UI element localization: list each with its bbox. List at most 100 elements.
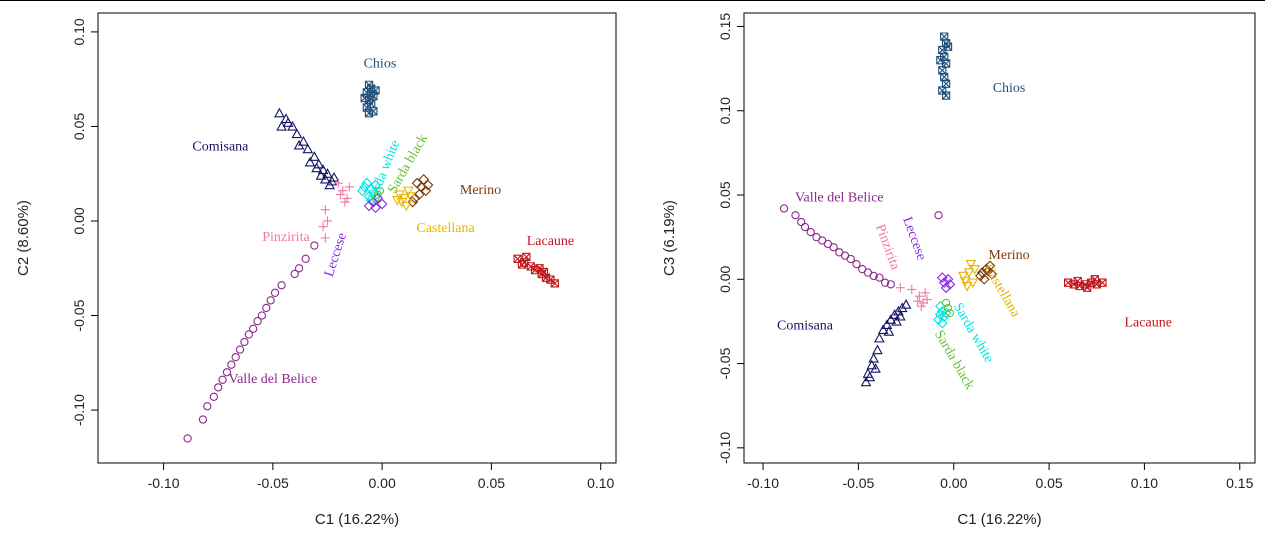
plot2-point-valle-del-belice — [869, 271, 878, 281]
plot1-point-leccese — [372, 192, 384, 204]
plot1-point-comisana — [291, 128, 303, 139]
plot1-x-tick-label: 0.00 — [369, 475, 396, 491]
plot1-point-valle-del-belice — [290, 269, 299, 279]
plot1-point-valle-del-belice — [253, 317, 262, 326]
plot2-point-comisana — [883, 325, 895, 336]
plot2-point-lacaune — [1073, 276, 1082, 286]
plot2-point-comisana — [860, 376, 872, 387]
plot2-point-chios — [936, 56, 945, 65]
plot2-point-valle-del-belice — [934, 211, 943, 220]
plot1-point-sarda-white — [370, 179, 381, 191]
plot1-point-castellana — [392, 196, 403, 206]
plot1-point-comisana — [298, 136, 309, 146]
plot2-point-valle-del-belice — [791, 211, 800, 220]
plot1-point-valle-del-belice — [214, 383, 223, 392]
plot2-point-comisana — [896, 302, 908, 313]
plot1-point-sarda-white — [361, 177, 373, 189]
plot2-x-tick-label: -0.10 — [747, 475, 779, 491]
plot2-point-comisana — [889, 309, 900, 319]
plot2-point-leccese — [936, 272, 948, 283]
plot2-point-chios — [940, 72, 949, 82]
plot2-label-lacaune: Lacaune — [1125, 315, 1172, 330]
plot1-point-valle-del-belice — [209, 392, 218, 401]
plot2-series-castellana — [957, 259, 981, 292]
plot1-point-pinzirita — [342, 193, 352, 203]
plot2-point-valle-del-belice — [829, 243, 838, 252]
plot2-y-tick-label: -0.05 — [717, 347, 733, 379]
plot1-point-valle-del-belice — [262, 303, 271, 313]
plot1-point-comisana — [317, 164, 329, 175]
plot1-point-leccese — [376, 198, 388, 210]
plot2-point-merino — [984, 260, 996, 272]
plot1-x-tick-label: -0.05 — [257, 475, 289, 491]
plot1-point-pinzirita — [336, 189, 346, 200]
plot1-point-merino — [409, 192, 421, 204]
plot1-point-comisana — [293, 139, 305, 150]
plot1-point-sarda-white — [357, 185, 368, 197]
plot2-point-sarda-white — [935, 309, 946, 321]
plot1-series-merino — [407, 174, 434, 208]
plot1-point-comisana — [324, 179, 336, 190]
plot2-label-chios: Chios — [993, 81, 1026, 96]
plot1-point-chios — [364, 109, 374, 118]
plot1-point-castellana — [403, 186, 414, 197]
plot2-point-comisana — [870, 363, 881, 373]
plot1-point-comisana — [322, 168, 333, 178]
plot1-label-lacaune: Lacaune — [527, 234, 574, 249]
plot2-series-merino — [975, 260, 998, 285]
plot1-point-valle-del-belice — [183, 434, 192, 443]
plot2-frame — [743, 12, 1256, 464]
plot1-point-comisana — [304, 156, 316, 167]
plot1-label-chios: Chios — [364, 56, 397, 71]
plot1-y-axis-label: C2 (8.60%) — [15, 200, 32, 276]
plot1-point-pinzirita — [322, 216, 333, 226]
plot2-point-pinzirita — [907, 284, 917, 295]
plot2-point-pinzirita — [912, 296, 923, 306]
plot1-point-leccese — [363, 200, 375, 212]
plot1-point-pinzirita — [340, 197, 350, 207]
plot2-point-chios — [940, 32, 949, 41]
plot2-point-pinzirita — [922, 294, 932, 305]
plot2-point-chios — [938, 86, 947, 95]
plot1-point-valle-del-belice — [310, 241, 319, 250]
plot1-point-valle-del-belice — [266, 296, 275, 305]
plot1-point-valle-del-belice — [198, 415, 208, 424]
plot2-point-comisana — [874, 332, 885, 343]
plot2-point-valle-del-belice — [880, 278, 890, 287]
plot2-point-comisana — [900, 299, 912, 309]
plot1-series-castellana — [392, 186, 416, 212]
plot2-point-valle-del-belice — [800, 222, 810, 232]
plot1-label-castellana: Castellana — [416, 221, 475, 236]
plot2-point-sarda-black — [945, 308, 955, 318]
plot1-point-valle-del-belice — [218, 375, 227, 384]
plot2-label-valle-del-belice: Valle del Belice — [795, 191, 884, 206]
plot2-point-sarda-black — [941, 298, 951, 308]
plot2-point-comisana — [872, 344, 883, 355]
plot2-point-valle-del-belice — [875, 273, 884, 282]
plot1-point-comisana — [276, 120, 287, 131]
plot1-point-comisana — [328, 171, 340, 182]
plot2-point-valle-del-belice — [846, 254, 855, 264]
plot1-point-comisana — [311, 162, 322, 173]
plot2-point-lacaune — [1098, 278, 1107, 287]
plot1-point-leccese — [370, 202, 381, 214]
plot1-point-comisana — [274, 107, 285, 118]
plot2-x-tick-label: 0.05 — [1035, 475, 1062, 491]
plot2-point-valle-del-belice — [806, 227, 815, 237]
plot1-point-castellana — [405, 192, 416, 202]
plot1-point-lacaune — [550, 279, 559, 288]
plot2-series-lacaune — [1063, 275, 1107, 292]
plot2-point-pinzirita — [920, 288, 930, 298]
plot2-y-tick-label: 0.05 — [717, 181, 733, 208]
plot1-point-valle-del-belice — [240, 337, 249, 347]
plot1-point-merino — [407, 196, 419, 208]
plot1-x-tick-label: 0.05 — [478, 475, 505, 491]
plot1-point-valle-del-belice — [270, 288, 280, 297]
plot1-point-comisana — [282, 117, 294, 127]
plot2-point-pinzirita — [916, 301, 926, 311]
top-border-line — [0, 0, 1265, 1]
plot2-series-chios — [936, 32, 953, 100]
plot1-x-tick-label: -0.10 — [148, 475, 180, 491]
plot2-point-comisana — [891, 315, 902, 326]
plot2-point-valle-del-belice — [852, 259, 861, 269]
